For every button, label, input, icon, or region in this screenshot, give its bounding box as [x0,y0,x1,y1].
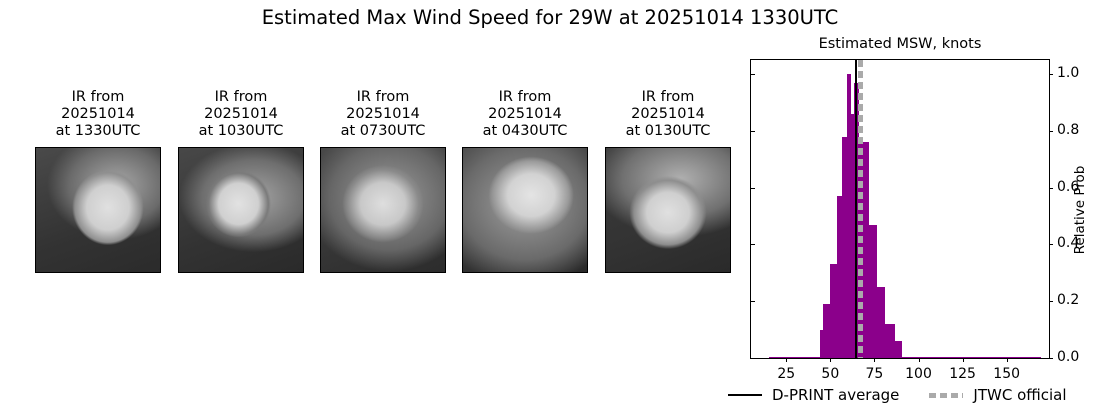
legend: D-PRINT average JTWC official [728,386,1067,404]
ir-panel-3: IR from 20251014 at 0730UTC [320,89,446,273]
histogram-bar [858,142,869,358]
figure-title: Estimated Max Wind Speed for 29W at 2025… [261,6,839,29]
dprint-average-line [854,60,857,358]
y-tick-left [751,244,755,246]
ir-panel-title: IR from 20251014 at 0430UTC [482,89,568,139]
y-tick-left [751,358,755,359]
x-tick [786,358,788,362]
ir-satellite-image [35,147,161,273]
ir-panel-title: IR from 20251014 at 1030UTC [198,89,284,139]
x-tick [918,358,920,362]
y-tick [1049,244,1053,246]
ir-panel-5: IR from 20251014 at 0130UTC [605,89,731,273]
histogram-bar [901,356,1042,358]
y-tick-label: 0.4 [1057,235,1080,252]
x-tick-label: 25 [777,366,796,382]
x-tick-label: 50 [821,366,840,382]
y-tick-left [751,187,755,189]
histogram-bar [876,287,885,358]
histogram-title: Estimated MSW, knots [818,36,982,52]
histogram-bar [769,356,820,358]
histogram-bar [894,340,902,358]
y-tick-left [751,130,755,132]
ir-satellite-image [605,147,731,273]
ir-panel-4: IR from 20251014 at 0430UTC [462,89,588,273]
y-tick-label: 0.8 [1057,121,1080,138]
histogram-bar [829,264,837,358]
ir-panel-1: IR from 20251014 at 1330UTC [35,89,161,273]
x-tick [874,358,876,362]
y-tick-left [751,74,755,76]
x-tick [1006,358,1008,362]
legend-label-jtwc: JTWC official [973,386,1067,404]
x-tick-label: 75 [865,366,884,382]
y-tick-label: 0.2 [1057,292,1080,309]
histogram-bar [822,304,830,358]
x-tick [962,358,964,362]
ir-panel-title: IR from 20251014 at 1330UTC [55,89,141,139]
x-tick-label: 150 [993,366,1021,382]
y-tick [1049,74,1053,76]
y-tick-label: 0.0 [1057,349,1080,365]
y-tick-label: 1.0 [1057,65,1080,82]
histogram-bar [819,329,823,358]
ir-satellite-image [178,147,304,273]
y-tick-label: 0.6 [1057,178,1080,195]
legend-solid-line-icon [728,394,762,396]
jtwc-official-line [857,60,863,358]
x-tick-label: 100 [905,366,932,382]
legend-label-dprint: D-PRINT average [772,386,900,404]
histogram-bar [836,196,842,358]
histogram-bar [846,74,851,358]
y-axis-title: Relative Prob [1072,165,1088,255]
y-tick [1049,358,1053,359]
ir-panel-title: IR from 20251014 at 0130UTC [625,89,711,139]
ir-panel-2: IR from 20251014 at 1030UTC [178,89,304,273]
histogram-bar [868,224,877,358]
y-tick [1049,301,1053,303]
y-tick [1049,130,1053,132]
y-tick-left [751,301,755,303]
histogram-plot: 25 50 75 100 125 150 0.0 0.2 0.4 0.6 0.8 1.0 [750,59,1079,382]
x-tick [830,358,832,362]
histogram-bar [884,323,895,358]
histogram-bar [850,113,854,358]
ir-satellite-image [462,147,588,273]
x-tick-label: 125 [949,366,976,382]
ir-panel-title: IR from 20251014 at 0730UTC [340,89,426,139]
legend-dotted-line-icon [929,392,964,398]
ir-satellite-image [320,147,446,273]
histogram-bar [841,136,847,358]
y-tick [1049,187,1053,189]
